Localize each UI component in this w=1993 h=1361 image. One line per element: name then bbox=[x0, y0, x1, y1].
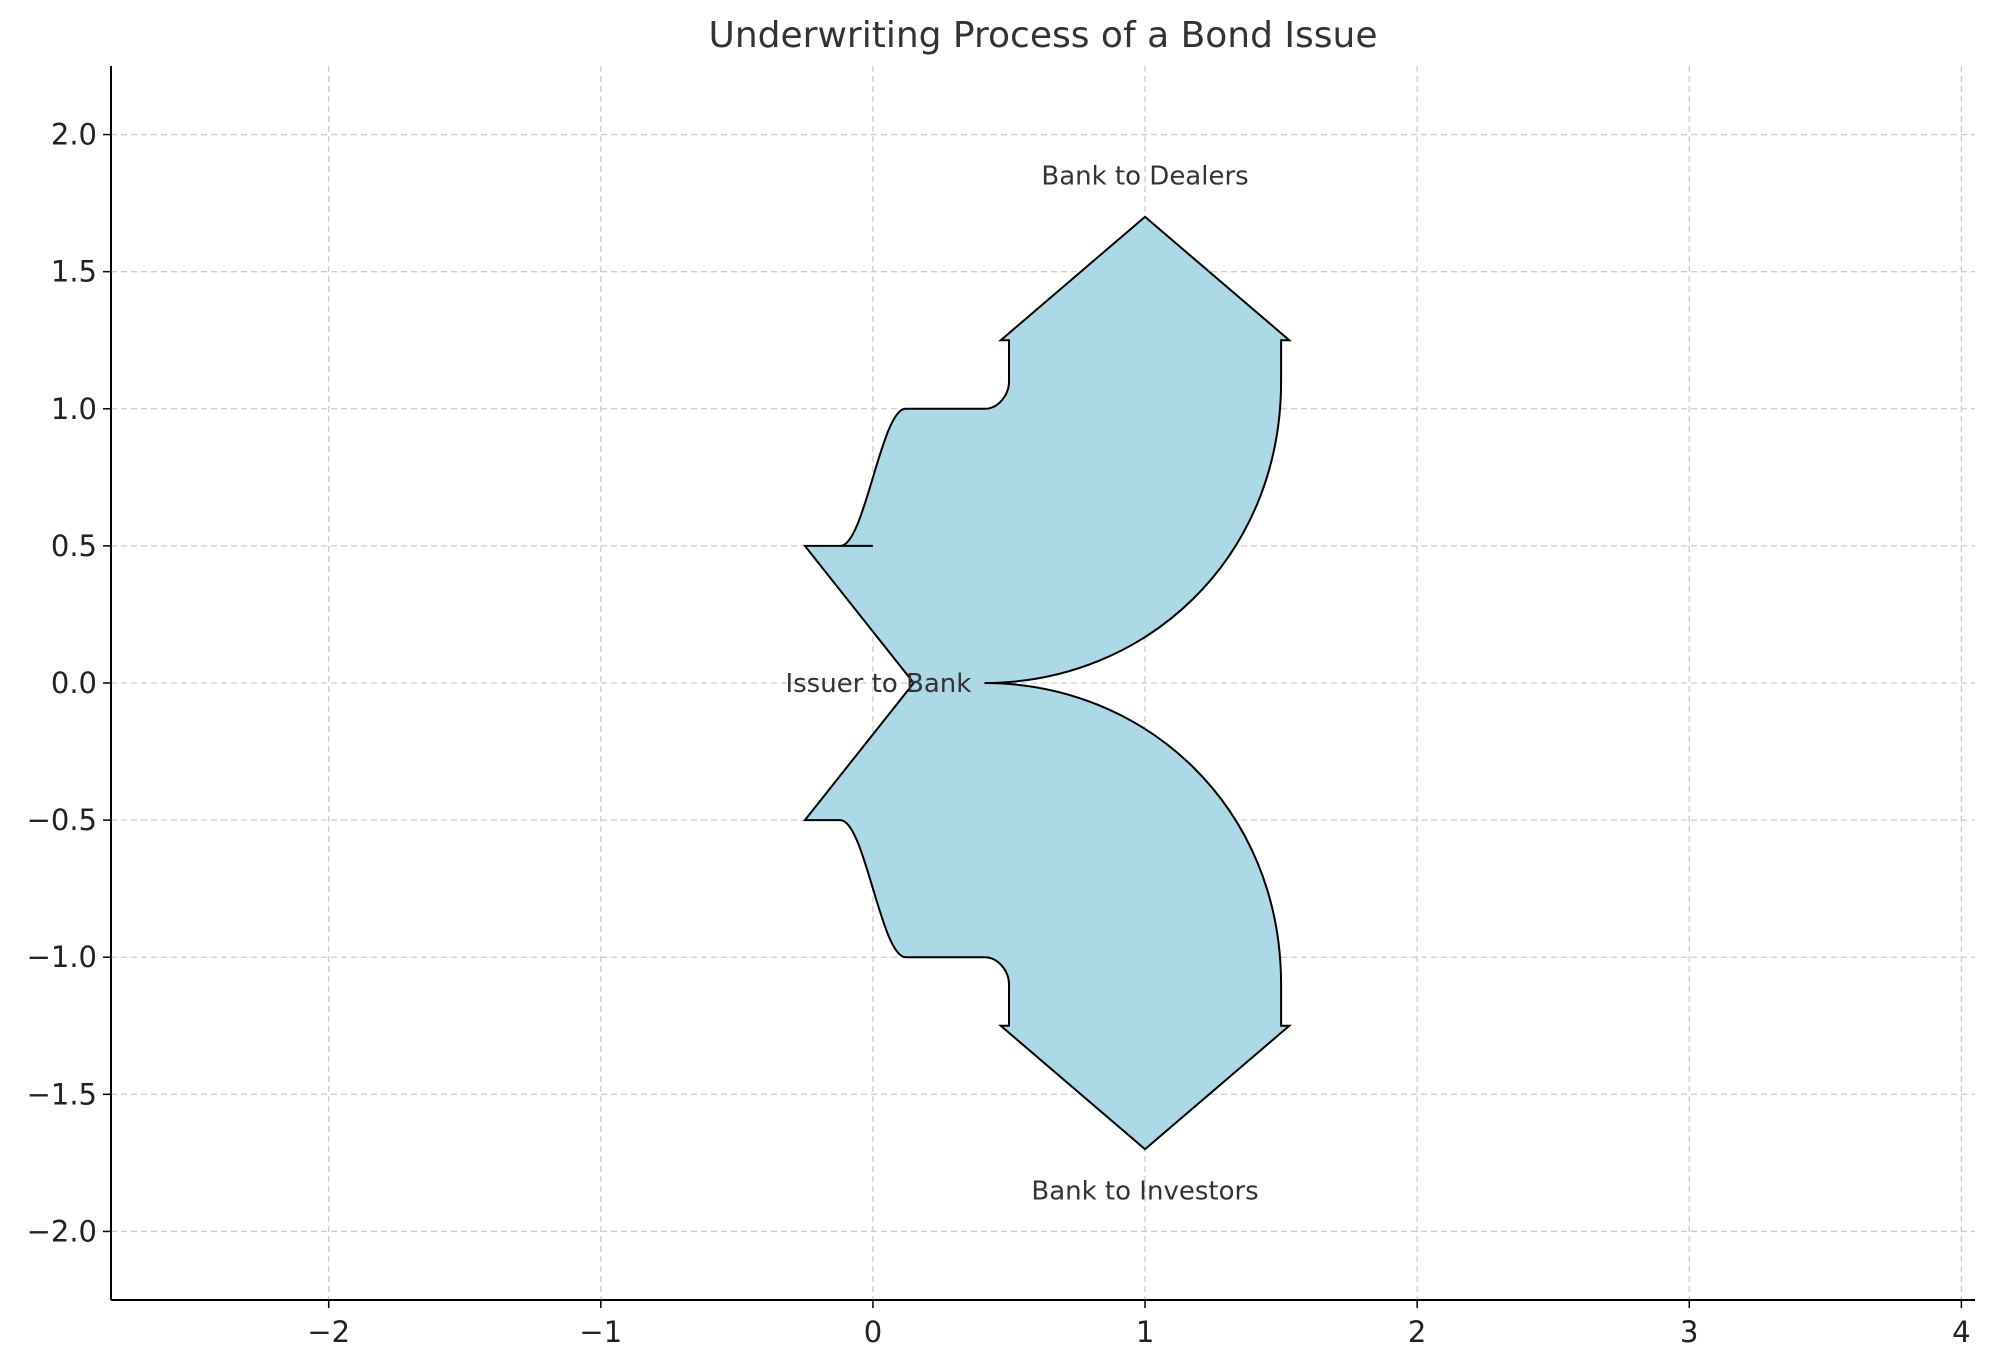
x-tick-label: 3 bbox=[1680, 1315, 1698, 1349]
chart-title: Underwriting Process of a Bond Issue bbox=[708, 15, 1377, 56]
y-tick-label: 0.5 bbox=[51, 529, 97, 563]
x-tick-label: 2 bbox=[1408, 1315, 1426, 1349]
grid-lines bbox=[111, 66, 1975, 1300]
y-tick-label: 2.0 bbox=[51, 118, 97, 152]
flow-label-bank-to-investors: Bank to Investors bbox=[1031, 1176, 1258, 1206]
y-tick-label: 1.5 bbox=[51, 255, 97, 289]
sankey-flow-shape bbox=[802, 215, 1293, 1151]
x-tick-label: 1 bbox=[1136, 1315, 1154, 1349]
flow-label-bank-to-dealers: Bank to Dealers bbox=[1041, 162, 1248, 192]
sankey-diagram bbox=[802, 215, 1293, 1151]
y-tick-label: −0.5 bbox=[27, 803, 97, 837]
tick-labels: −2 −1 0 1 2 3 4 −2.0 −1.5 −1.0 −0.5 0.0 0.5 1.0 1.5 2.0 bbox=[27, 118, 1971, 1349]
x-tick-label: 4 bbox=[1952, 1315, 1970, 1349]
y-tick-label: −1.5 bbox=[27, 1077, 97, 1111]
flow-labels: Issuer to Bank Bank to Dealers Bank to Inv… bbox=[785, 162, 1258, 1207]
y-tick-label: −2.0 bbox=[27, 1214, 97, 1248]
x-tick-label: −1 bbox=[579, 1315, 622, 1349]
x-tick-label: 0 bbox=[864, 1315, 882, 1349]
y-tick-label: 0.0 bbox=[51, 666, 97, 700]
y-tick-label: 1.0 bbox=[51, 392, 97, 426]
y-tick-label: −1.0 bbox=[27, 940, 97, 974]
flow-label-issuer-to-bank: Issuer to Bank bbox=[785, 669, 971, 699]
x-tick-label: −2 bbox=[307, 1315, 350, 1349]
